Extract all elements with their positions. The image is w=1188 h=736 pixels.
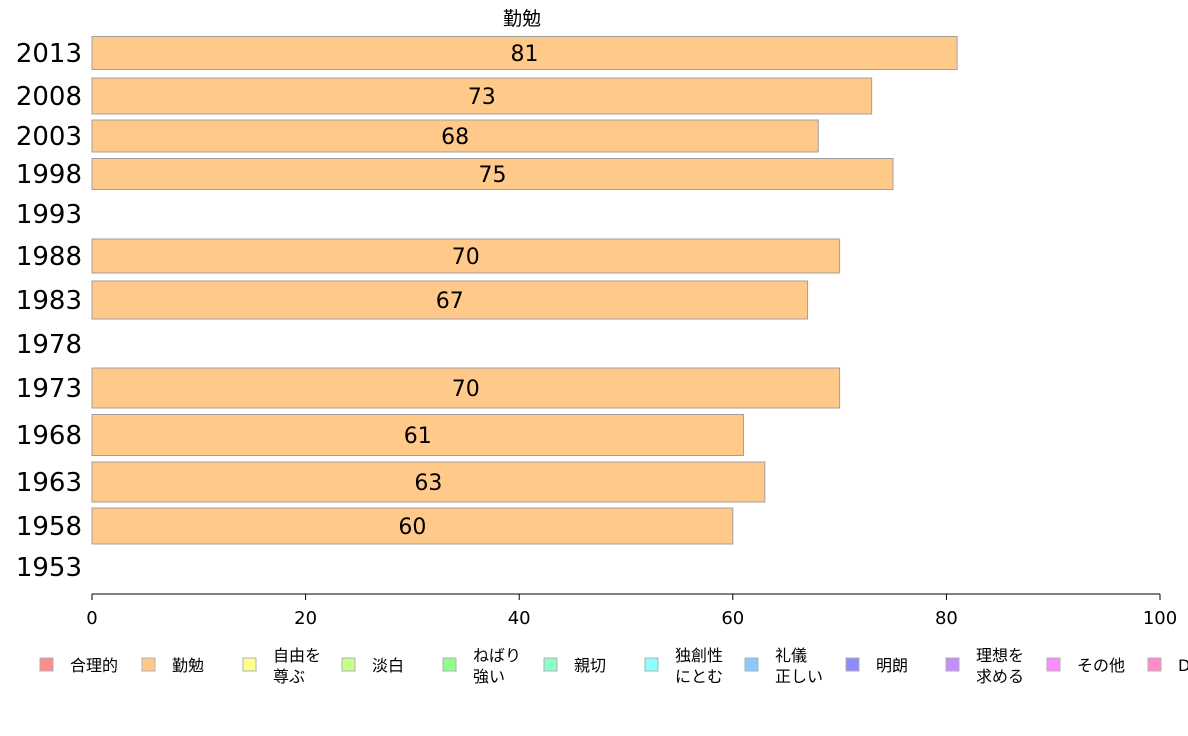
category-label: 2013 — [16, 39, 82, 69]
data-label: 75 — [479, 163, 507, 188]
bar — [91, 461, 766, 503]
legend-swatch — [1046, 657, 1061, 672]
category-label: 1998 — [16, 160, 82, 190]
legend-label: その他 — [1077, 656, 1125, 675]
legend-swatch — [442, 657, 457, 672]
bar — [91, 238, 841, 274]
category-label: 2008 — [16, 82, 82, 112]
bar — [91, 507, 734, 545]
data-label: 68 — [441, 125, 469, 150]
legend-swatch — [744, 657, 759, 672]
legend-swatch — [945, 657, 960, 672]
legend-label: 独創性にとむ — [675, 646, 723, 686]
category-labels: 2013 2008 2003 1998 1993 1988 1983 1978 1973 1968… — [16, 39, 82, 583]
legend-swatch — [242, 657, 257, 672]
data-label: 61 — [404, 424, 432, 449]
x-tick-label: 40 — [508, 608, 531, 629]
category-label: 1968 — [16, 421, 82, 451]
data-label: 70 — [452, 377, 480, 402]
legend-label: 淡白 — [372, 656, 404, 675]
legend-swatch — [141, 657, 156, 672]
x-tick-label: 100 — [1143, 608, 1177, 629]
category-label: 1988 — [16, 242, 82, 272]
legend-swatch — [341, 657, 356, 672]
category-label: 1983 — [16, 286, 82, 316]
data-label: 60 — [398, 515, 426, 540]
legend-label: 礼儀正しい — [775, 646, 823, 686]
bar — [91, 77, 873, 115]
chart-title: 勤勉 — [503, 8, 541, 30]
legend-label: ねばり強い — [473, 646, 521, 686]
x-tick-label: 0 — [86, 608, 97, 629]
data-label: 67 — [436, 289, 464, 314]
bar — [91, 36, 958, 70]
data-label: 73 — [468, 85, 496, 110]
bar — [91, 280, 809, 320]
x-tick-label: 80 — [935, 608, 958, 629]
legend-swatch — [39, 657, 54, 672]
data-label: 63 — [414, 471, 442, 496]
bar — [91, 414, 744, 456]
bar — [91, 158, 894, 190]
legend: 合理的 勤勉 自由を尊ぶ 淡白 ねばり強い 親切 独創性にとむ 礼儀正しい 明朗 理想を求める その… — [39, 646, 1188, 686]
x-tick-label: 60 — [721, 608, 744, 629]
legend-label: 合理的 — [70, 656, 118, 675]
bar — [91, 119, 819, 153]
category-label: 1958 — [16, 512, 82, 542]
x-tick-label: 20 — [294, 608, 317, 629]
category-label: 1978 — [16, 330, 82, 360]
legend-swatch — [644, 657, 659, 672]
legend-label: 自由を尊ぶ — [273, 646, 321, 686]
x-axis: 0 20 40 60 80 100 — [86, 593, 1177, 629]
legend-label: 理想を求める — [976, 646, 1024, 686]
category-label: 1973 — [16, 374, 82, 404]
legend-label: D — [1178, 656, 1188, 675]
category-label: 1953 — [16, 553, 82, 583]
legend-label: 勤勉 — [172, 656, 204, 675]
category-label: 1963 — [16, 468, 82, 498]
bars-group: 81 73 68 75 70 67 70 61 63 60 — [91, 36, 958, 545]
category-label: 2003 — [16, 122, 82, 152]
legend-swatch — [845, 657, 860, 672]
bar — [91, 367, 841, 409]
category-label: 1993 — [16, 200, 82, 230]
legend-swatch — [1147, 657, 1162, 672]
legend-swatch — [543, 657, 558, 672]
data-label: 81 — [511, 42, 539, 67]
legend-label: 明朗 — [876, 656, 908, 675]
legend-label: 親切 — [574, 656, 606, 675]
data-label: 70 — [452, 245, 480, 270]
